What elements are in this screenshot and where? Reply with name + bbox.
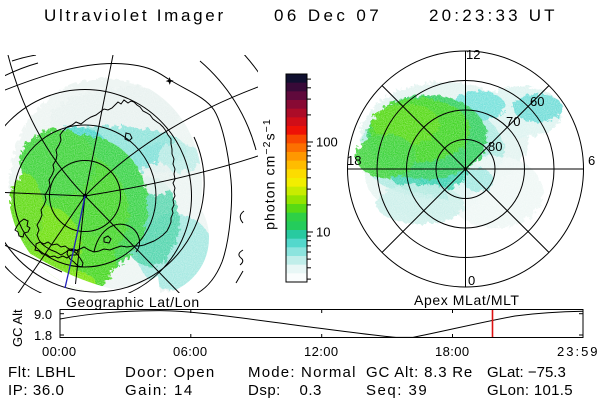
svg-text:6: 6: [588, 153, 595, 168]
svg-text:0: 0: [468, 273, 475, 288]
svg-text:70: 70: [506, 114, 520, 129]
svg-text:12: 12: [466, 47, 480, 62]
svg-text:10: 10: [316, 225, 330, 240]
svg-text:18: 18: [347, 153, 361, 168]
svg-text:100: 100: [316, 135, 338, 150]
svg-text:60: 60: [530, 94, 544, 109]
svg-text:80: 80: [488, 139, 502, 154]
svg-text:photon cm−2s−1: photon cm−2s−1: [261, 118, 278, 230]
